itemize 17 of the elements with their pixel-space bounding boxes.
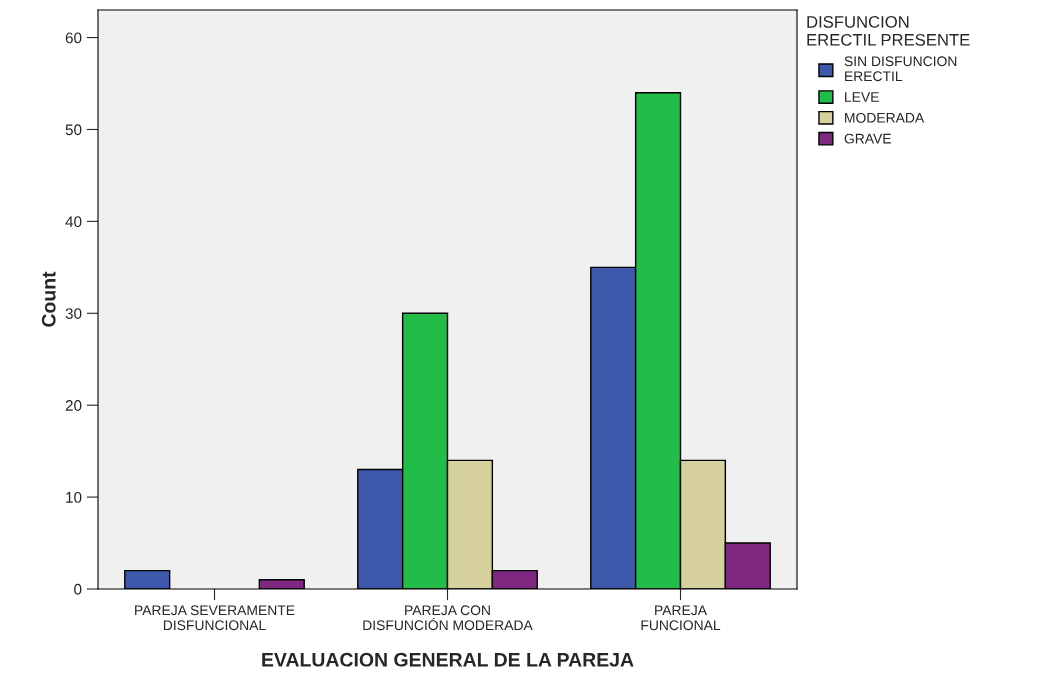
x-tick-label: PAREJA SEVERAMENTE DISFUNCIONAL [135, 605, 295, 631]
legend-label: MODERADA [845, 112, 925, 123]
y-tick-label: 60 [65, 32, 82, 44]
y-tick-label: 20 [65, 400, 82, 411]
legend-label: GRAVE [844, 133, 891, 144]
y-tick-label: 0 [74, 583, 82, 595]
x-axis-title: EVALUACION GENERAL DE LA PAREJA [262, 652, 634, 667]
legend-label: SIN DISFUNCION ERECTIL [844, 56, 957, 82]
x-tick-label: PAREJA FUNCIONAL [641, 605, 721, 631]
x-tick-label: PAREJA CON DISFUNCIÓN MODERADA [363, 605, 533, 631]
y-axis-title: Count [41, 271, 56, 327]
y-tick-label: 10 [66, 491, 82, 503]
legend-title: DISFUNCION ERECTIL PRESENTE [807, 16, 970, 46]
y-tick-label: 40 [65, 216, 82, 228]
legend-label: LEVE [845, 92, 879, 102]
y-tick-label: 30 [65, 308, 82, 319]
y-tick-label: 50 [65, 124, 82, 136]
